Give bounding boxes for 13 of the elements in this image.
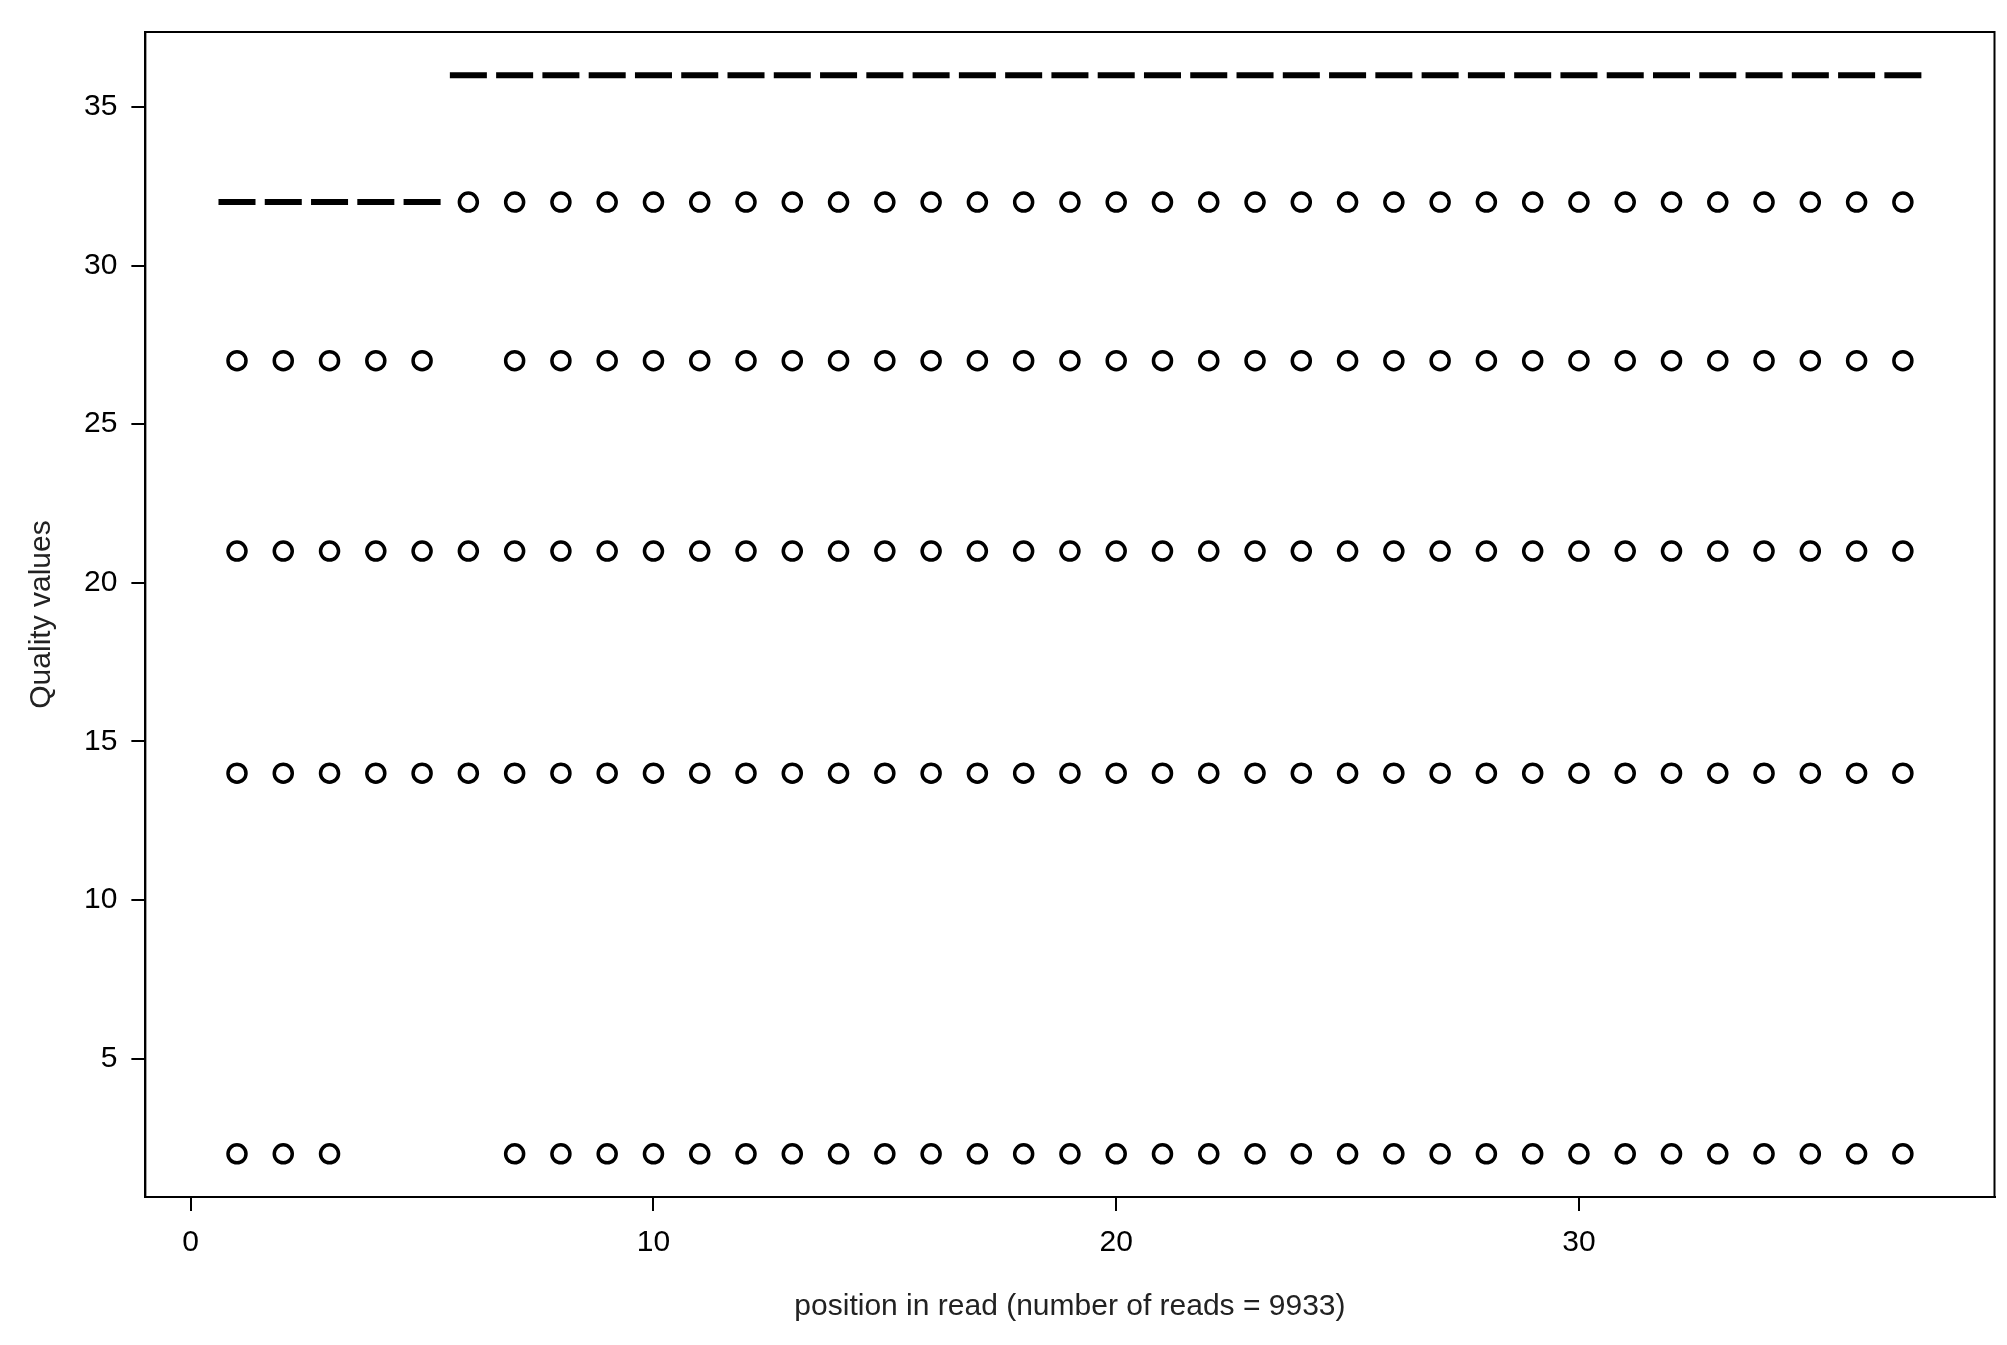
x-tick-label: 10 (636, 1224, 671, 1258)
y-axis-title: Quality values (23, 520, 57, 709)
y-tick-label: 25 (83, 405, 118, 439)
x-tick-label: 30 (1562, 1224, 1596, 1258)
y-tick-label: 30 (83, 246, 118, 280)
y-tick-label: 15 (83, 722, 118, 756)
x-tick-label: 20 (1099, 1224, 1133, 1258)
y-tick-label: 10 (83, 881, 118, 915)
y-tick-label: 20 (83, 564, 118, 598)
y-tick-label: 35 (83, 88, 118, 122)
x-tick-label: 0 (182, 1224, 200, 1258)
y-tick-label: 5 (100, 1039, 118, 1073)
x-axis-title: position in read (number of reads = 9933) (794, 1288, 1346, 1322)
